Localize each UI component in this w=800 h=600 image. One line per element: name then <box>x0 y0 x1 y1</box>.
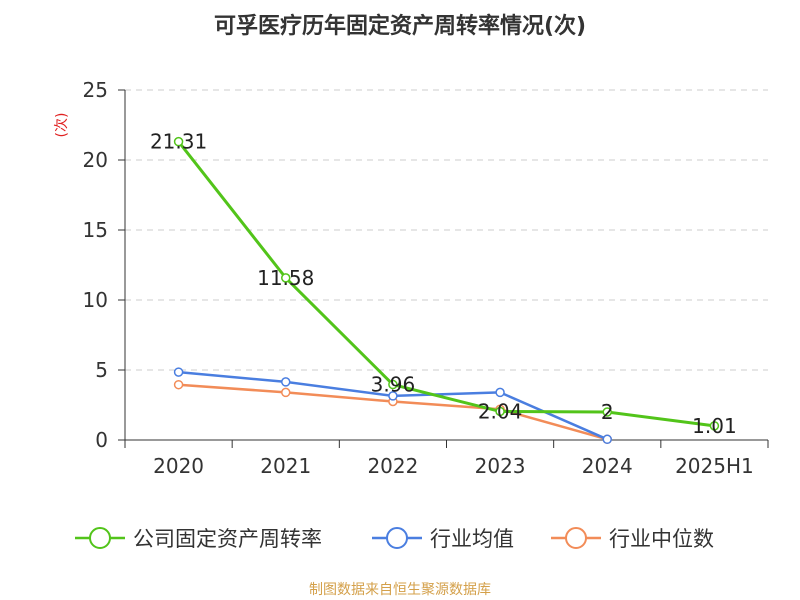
legend: 公司固定资产周转率 行业均值 行业中位数 <box>75 527 714 551</box>
y-tick-label: 15 <box>83 218 108 242</box>
data-point <box>602 434 612 445</box>
data-labels: 21.31 11.58 3.96 2.04 2 1.01 <box>150 130 737 438</box>
source-note: 制图数据来自恒生聚源数据库 <box>309 582 491 598</box>
legend-label: 行业中位数 <box>609 527 714 551</box>
x-tick-label: 2024 <box>582 454 633 478</box>
data-point <box>173 367 184 377</box>
legend-marker <box>565 527 587 549</box>
y-axis-label: (次) <box>54 113 70 138</box>
legend-item: 公司固定资产周转率 <box>75 527 322 551</box>
data-label: 21.31 <box>150 130 207 154</box>
plot-area <box>173 136 720 445</box>
legend-item: 行业均值 <box>372 527 514 551</box>
data-label: 2.04 <box>478 399 523 423</box>
data-point <box>281 377 291 387</box>
x-tick-label: 2023 <box>475 454 526 478</box>
series-2 <box>173 367 612 445</box>
data-point <box>602 407 612 417</box>
x-tick-label: 2020 <box>153 454 204 478</box>
data-label: 1.01 <box>692 414 737 438</box>
legend-label: 公司固定资产周转率 <box>133 527 322 551</box>
x-tick-label: 2025H1 <box>675 454 754 478</box>
data-point <box>173 379 184 390</box>
data-point <box>709 421 720 431</box>
x-tick-label: 2021 <box>260 454 311 478</box>
data-label: 2 <box>601 400 614 424</box>
x-tick-label: 2022 <box>367 454 418 478</box>
data-label: 11.58 <box>257 266 314 290</box>
data-point <box>495 387 505 398</box>
legend-item: 行业中位数 <box>551 527 714 551</box>
data-point <box>281 273 291 283</box>
series-line <box>177 140 716 428</box>
y-tick-label: 25 <box>83 78 108 102</box>
y-tick-label: 20 <box>83 148 108 172</box>
legend-marker <box>386 527 408 549</box>
grid-lines <box>125 89 768 371</box>
y-tick-label: 0 <box>95 428 108 452</box>
data-point <box>173 136 184 147</box>
data-label: 3.96 <box>371 373 416 397</box>
data-point <box>281 387 291 398</box>
legend-label: 行业均值 <box>430 527 514 551</box>
axes: 0 5 10 15 20 25 2020 2021 2022 2023 2024 2025H1 <box>83 78 769 478</box>
y-tick-label: 10 <box>83 288 108 312</box>
data-point <box>388 379 398 390</box>
y-tick-label: 5 <box>95 358 108 382</box>
data-point <box>388 391 398 401</box>
legend-marker <box>89 527 111 549</box>
chart-title: 可孚医疗历年固定资产周转率情况(次) <box>214 13 586 39</box>
data-point <box>495 406 505 417</box>
series-1 <box>173 136 720 431</box>
